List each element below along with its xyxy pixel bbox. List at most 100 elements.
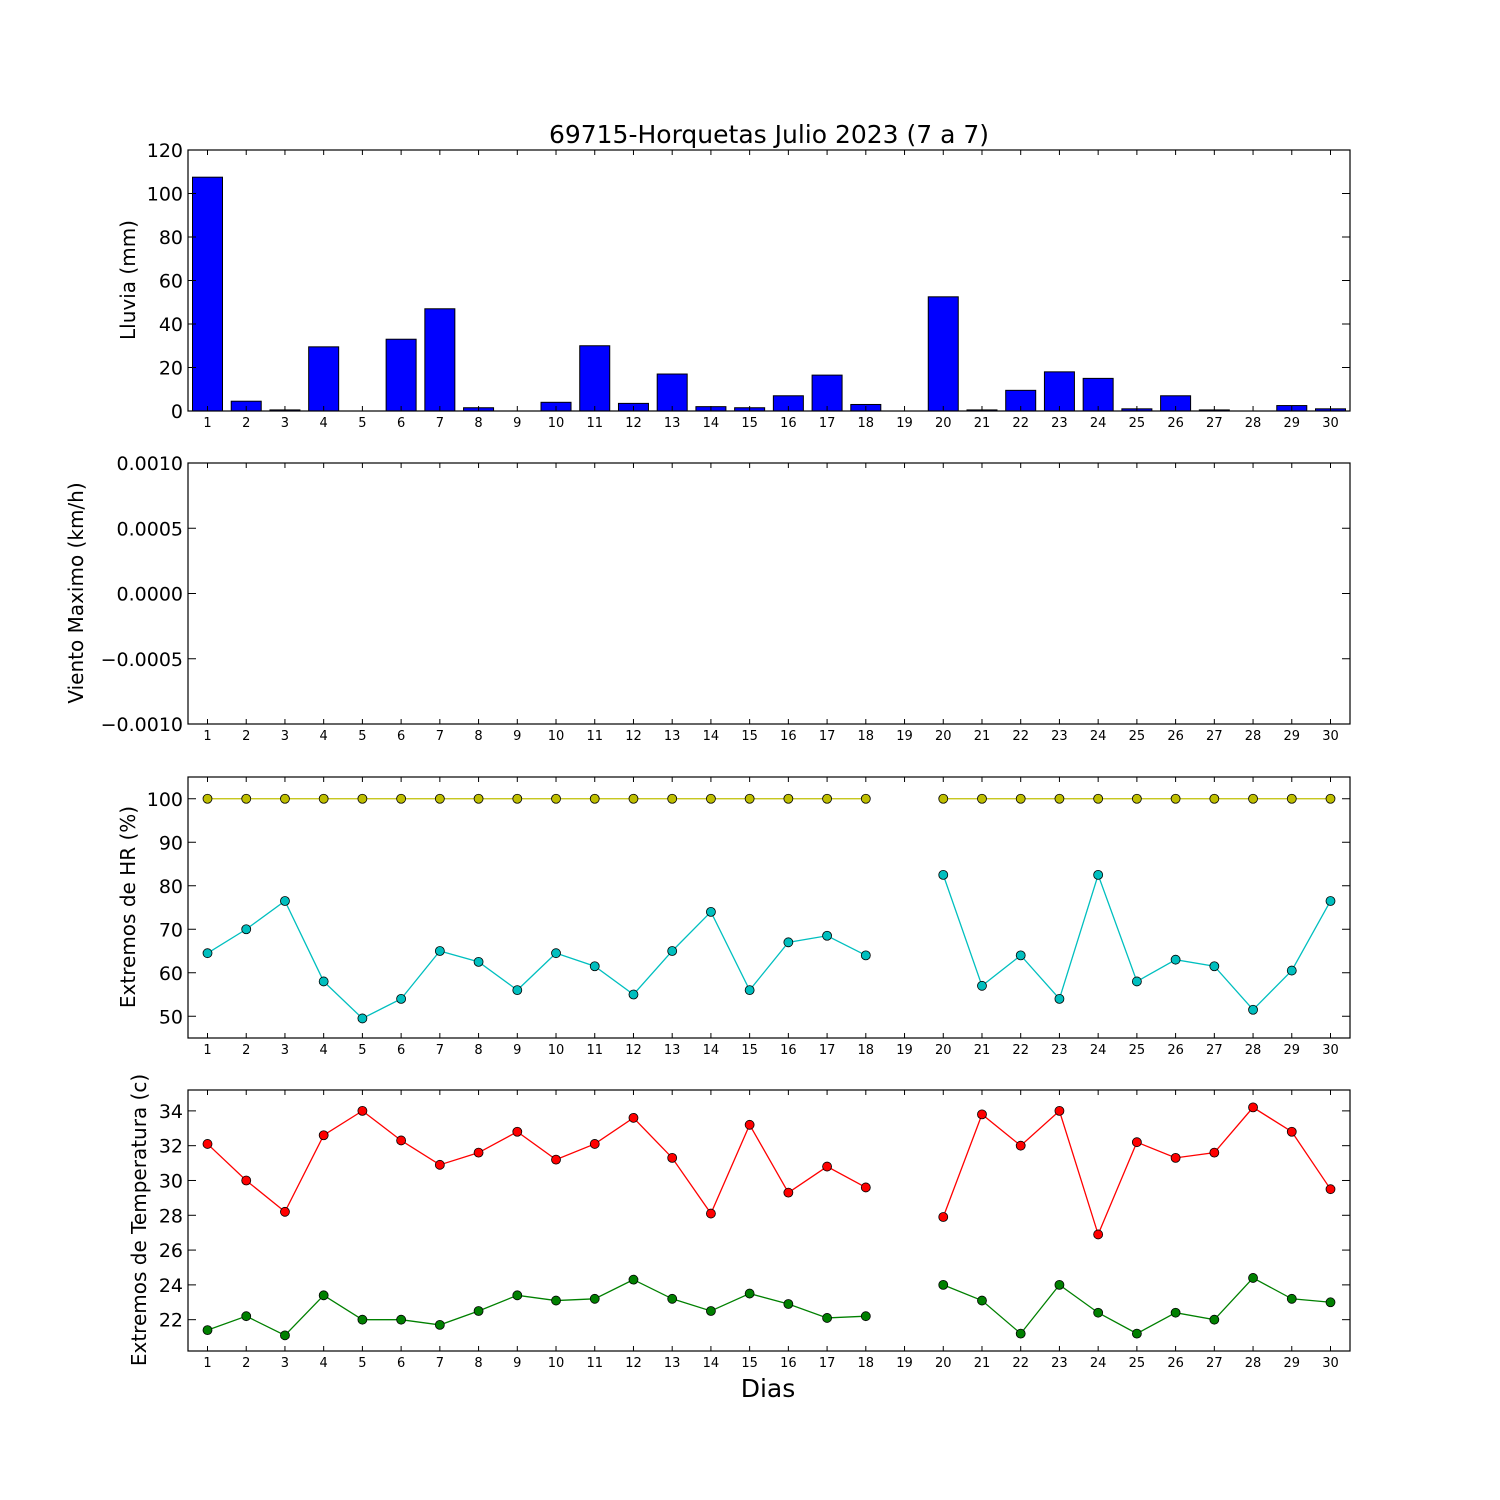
- x-tick-label: 24: [1090, 1356, 1107, 1371]
- x-tick-label: 26: [1167, 416, 1184, 431]
- series-1-line: [207, 899, 867, 1020]
- series-1-point-day-20: [938, 1279, 949, 1290]
- series-0-point-day-27: [1209, 793, 1220, 804]
- x-tick-label: 14: [703, 729, 720, 744]
- x-tick-label: 27: [1206, 1356, 1223, 1371]
- rain-bar-day-13: [656, 373, 688, 412]
- x-tick-label: 18: [858, 729, 875, 744]
- series-1-line: [207, 1278, 866, 1337]
- x-tick-label: 4: [320, 729, 328, 744]
- x-tick-label: 22: [1012, 729, 1029, 744]
- series-1-point-day-11: [589, 961, 600, 972]
- x-tick-label: 9: [513, 416, 521, 431]
- y-tick-label: 0.0000: [117, 584, 183, 606]
- x-tick-label: 17: [819, 416, 836, 431]
- rain-bar-day-6: [385, 338, 417, 412]
- x-tick-label: 28: [1245, 1043, 1262, 1058]
- series-0-point-day-5: [357, 793, 368, 804]
- series-1-point-day-22: [1015, 1328, 1026, 1339]
- x-tick-label: 3: [281, 729, 289, 744]
- series-1-point-day-13: [667, 946, 678, 956]
- x-tick-label: 5: [358, 416, 366, 431]
- x-tick-label: 1: [203, 1043, 211, 1058]
- series-0-point-day-5: [357, 1105, 368, 1116]
- series-1-point-day-24: [1093, 1307, 1104, 1318]
- series-1-point-day-25: [1131, 976, 1142, 987]
- plot-frame: [187, 462, 1351, 725]
- x-tick-label: 25: [1129, 1043, 1146, 1058]
- x-tick-label: 8: [474, 729, 482, 744]
- y-tick-label: 28: [159, 1205, 183, 1227]
- series-0-point-day-17: [822, 1161, 832, 1172]
- series-0-point-day-23: [1054, 793, 1065, 804]
- x-tick-label: 7: [436, 1043, 444, 1058]
- x-tick-label: 16: [780, 416, 797, 431]
- plot-frame: [187, 776, 1351, 1039]
- rain-bar-day-7: [424, 308, 456, 412]
- x-tick-label: 7: [436, 1356, 444, 1371]
- x-tick-label: 20: [935, 416, 952, 431]
- x-tick-label: 29: [1284, 1356, 1301, 1371]
- y-tick-label: 30: [159, 1170, 183, 1192]
- series-1-point-day-15: [744, 985, 755, 996]
- rain-bar-day-24: [1082, 377, 1114, 412]
- x-tick-label: 10: [548, 729, 565, 744]
- y-tick-label: 0.0010: [117, 453, 183, 475]
- y-axis-label-wind: Viento Maximo (km/h): [64, 482, 88, 703]
- x-tick-label: 21: [974, 416, 991, 431]
- x-tick-label: 12: [625, 416, 642, 431]
- series-0-point-day-29: [1286, 793, 1297, 804]
- series-1-point-day-18: [860, 950, 871, 961]
- y-tick-label: 60: [159, 271, 183, 293]
- series-0-point-day-24: [1093, 793, 1104, 804]
- x-tick-label: 9: [513, 1356, 521, 1371]
- series-0-point-day-26: [1170, 1152, 1181, 1163]
- x-tick-label: 14: [703, 1356, 720, 1371]
- series-0-point-day-8: [473, 793, 484, 804]
- series-1-point-day-7: [434, 1320, 445, 1330]
- series-1-point-day-13: [667, 1293, 678, 1304]
- x-tick-label: 30: [1322, 1043, 1339, 1058]
- series-0-point-day-12: [628, 793, 639, 804]
- series-1-line: [942, 872, 1332, 1011]
- x-tick-label: 26: [1167, 1043, 1184, 1058]
- series-1-point-day-8: [473, 956, 484, 967]
- series-0-point-day-10: [551, 793, 561, 804]
- series-1-point-day-3: [280, 1330, 290, 1341]
- x-tick-label: 23: [1051, 1356, 1068, 1371]
- series-0-point-day-7: [434, 1159, 445, 1170]
- x-tick-label: 23: [1051, 729, 1068, 744]
- x-tick-label: 17: [819, 729, 836, 744]
- x-tick-label: 5: [358, 1356, 366, 1371]
- series-0-point-day-2: [241, 793, 252, 804]
- x-tick-label: 20: [935, 729, 952, 744]
- series-0-point-day-10: [551, 1154, 561, 1165]
- series-0-point-day-30: [1325, 1184, 1336, 1195]
- series-1-point-day-7: [434, 946, 445, 956]
- x-tick-label: 6: [397, 1356, 405, 1371]
- series-1-point-day-29: [1286, 965, 1297, 976]
- series-0-point-day-29: [1286, 1126, 1297, 1137]
- series-0-point-day-1: [202, 793, 213, 804]
- x-tick-label: 28: [1245, 1356, 1262, 1371]
- series-0-point-day-16: [783, 793, 794, 804]
- series-1-point-day-10: [551, 948, 561, 959]
- series-1-point-day-4: [318, 1290, 329, 1301]
- series-1-point-day-4: [318, 976, 329, 987]
- y-tick-label: 100: [147, 184, 183, 206]
- series-1-point-day-14: [706, 906, 716, 917]
- x-tick-label: 22: [1012, 1356, 1029, 1371]
- x-tick-label: 21: [974, 1356, 991, 1371]
- y-axis-label-rain: Lluvia (mm): [116, 220, 140, 340]
- x-tick-label: 1: [203, 1356, 211, 1371]
- series-0-line: [942, 1106, 1332, 1237]
- x-tick-label: 24: [1090, 1043, 1107, 1058]
- series-1-point-day-26: [1170, 1307, 1181, 1318]
- series-1-point-day-16: [783, 1299, 794, 1309]
- x-tick-label: 28: [1245, 729, 1262, 744]
- series-0-point-day-22: [1015, 1140, 1026, 1151]
- rain-bar-day-11: [579, 345, 611, 412]
- x-tick-label: 22: [1012, 1043, 1029, 1058]
- series-1-point-day-21: [977, 980, 987, 991]
- x-tick-label: 27: [1206, 1043, 1223, 1058]
